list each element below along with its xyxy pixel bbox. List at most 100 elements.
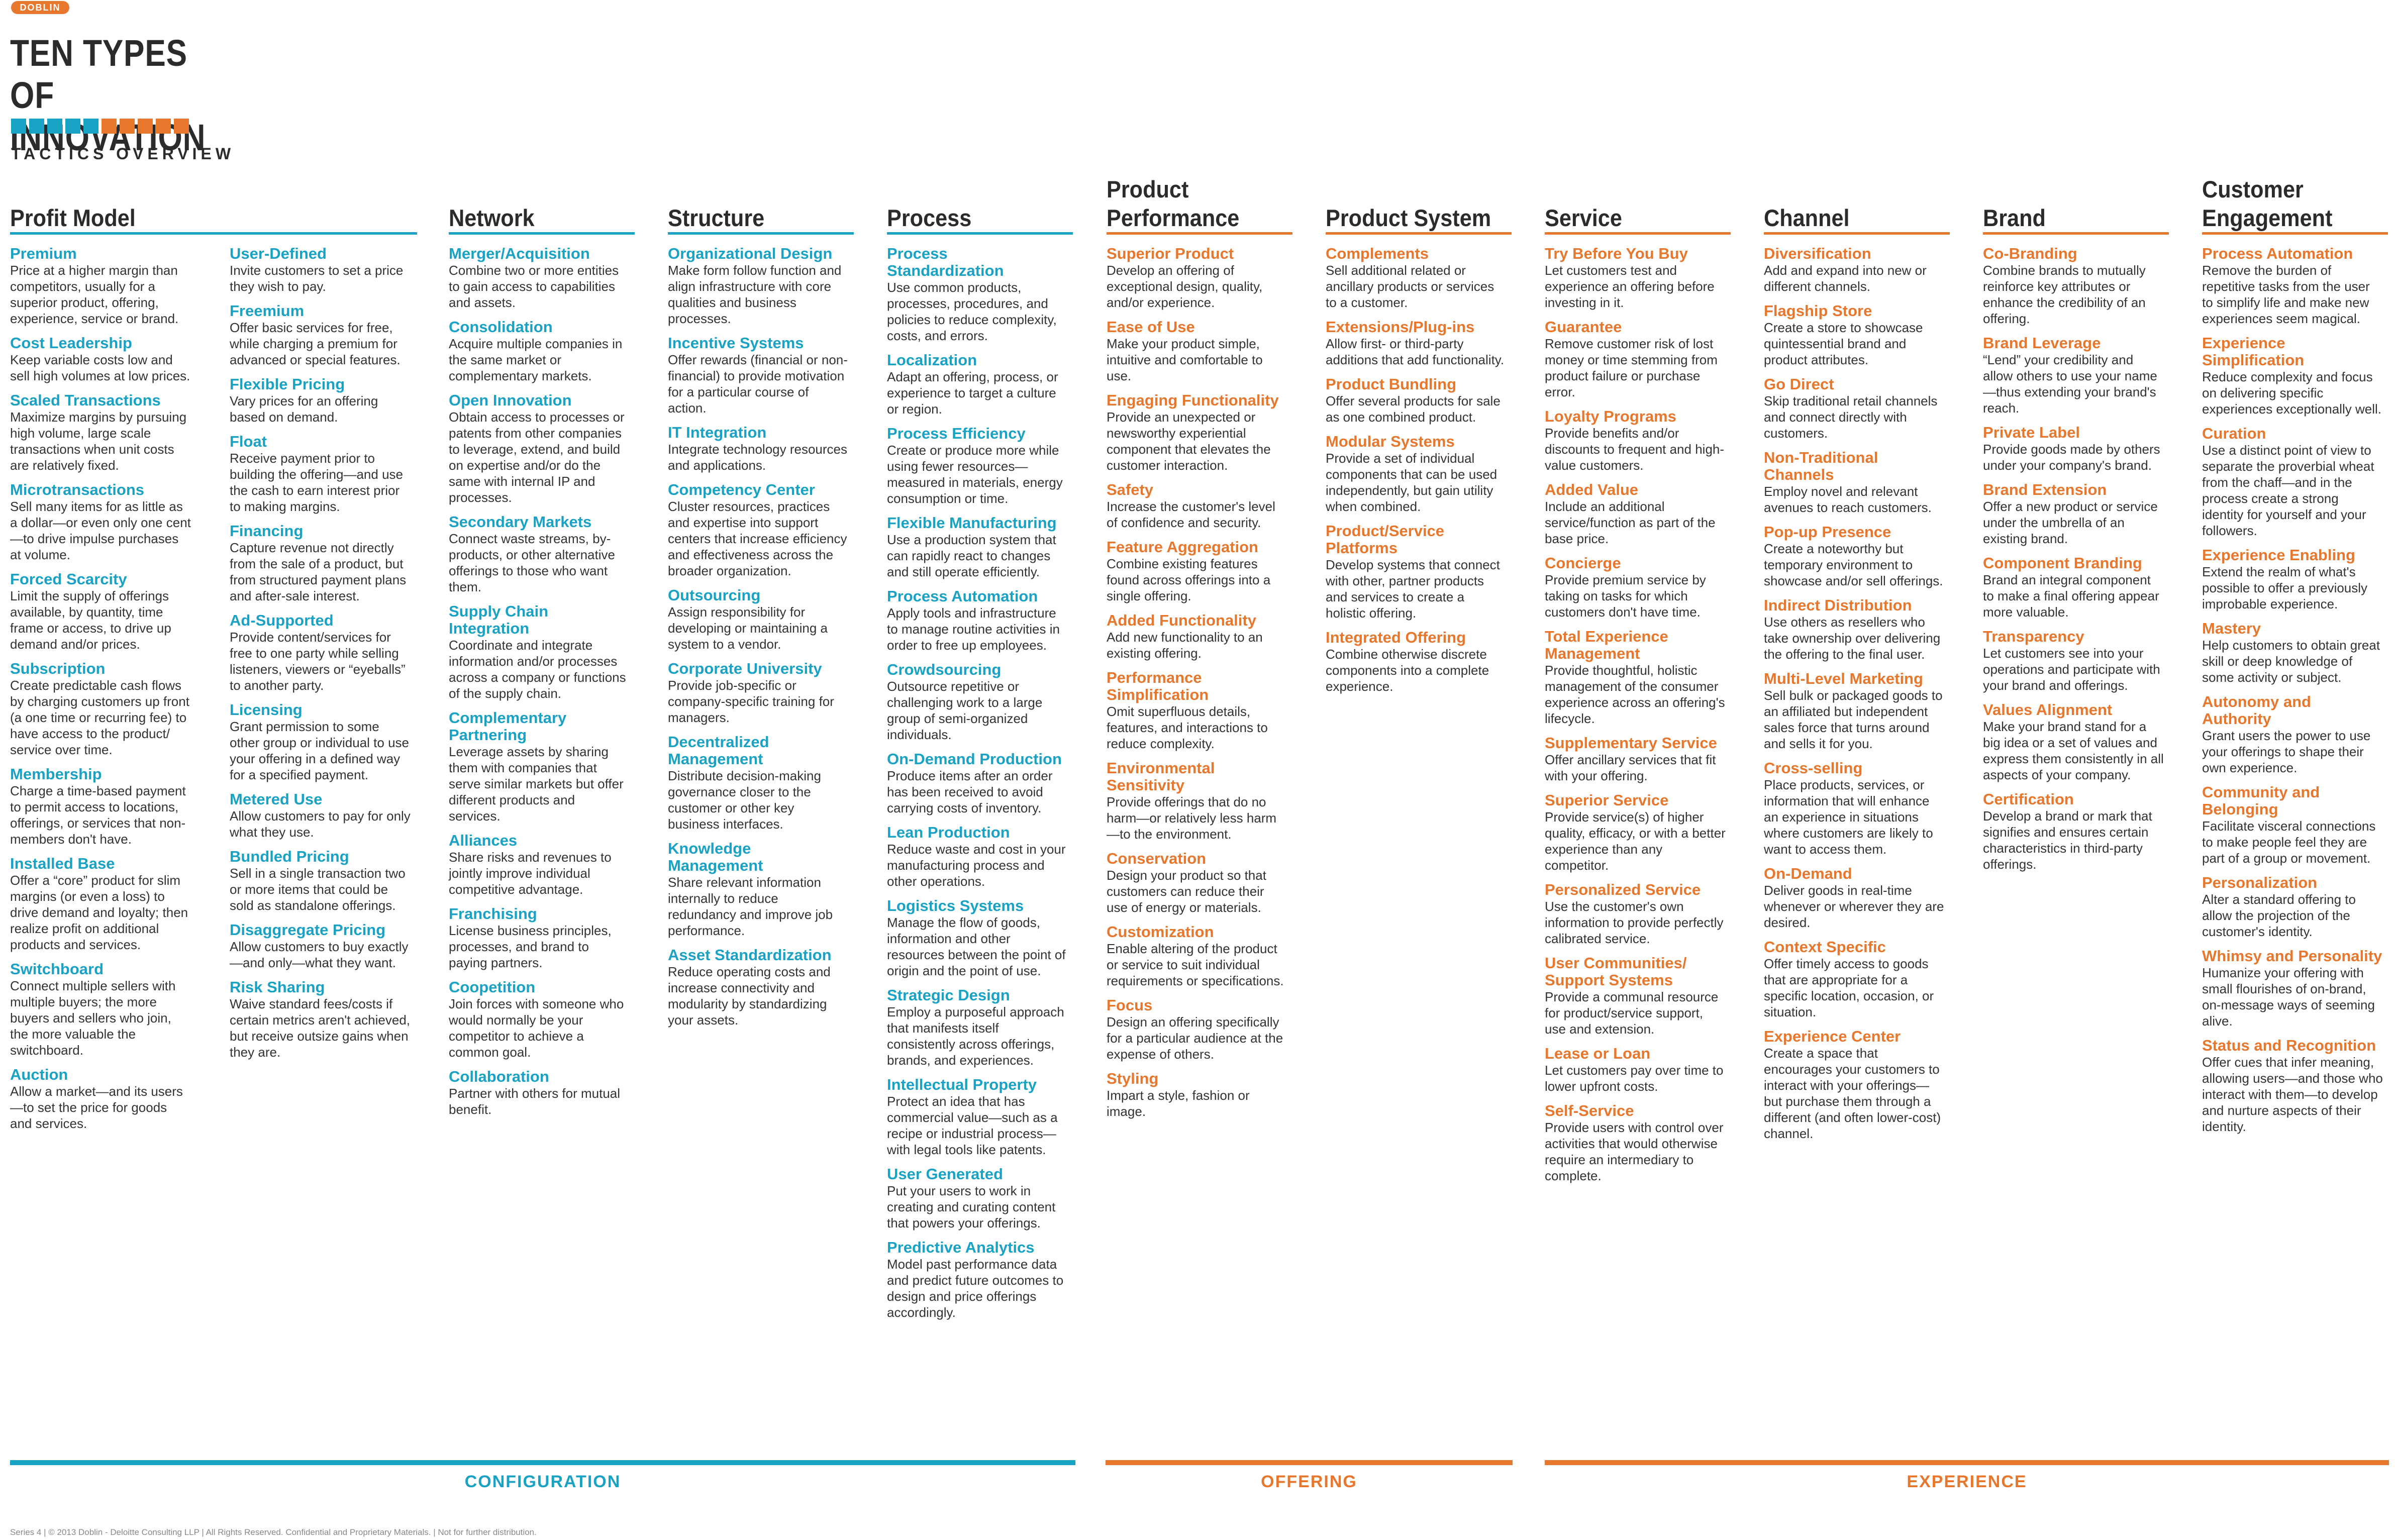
- tactic-description: Outsource repetitive or challenging work…: [887, 679, 1043, 742]
- tactic-column: Superior Product Develop an offering of e…: [1107, 245, 1287, 1127]
- tactic-description: Combine two or more entities to gain acc…: [449, 263, 619, 310]
- column-rule: [1764, 232, 1950, 235]
- tactic-item: Whimsy and Personality Humanize your offe…: [2202, 948, 2383, 1029]
- tactic-item: Licensing Grant permission to some other …: [230, 701, 411, 783]
- tactic-description: Brand an integral component to make a fi…: [1983, 572, 2159, 620]
- tactic-name: Knowledge Management: [668, 840, 763, 874]
- tactic-description: Share relevant information internally to…: [668, 875, 833, 938]
- tactic-description: Alter a standard offering to allow the p…: [2202, 892, 2356, 939]
- tactic-description: Allow customers to buy exactly—and only—…: [230, 939, 409, 970]
- tactic-description: Limit the supply of offerings available,…: [10, 588, 171, 652]
- tactic-item: Corporate University Provide job-specific…: [668, 660, 849, 726]
- tactic-item: Scaled Transactions Maximize margins by p…: [10, 392, 191, 473]
- tactic-name: Community and Belonging: [2202, 783, 2320, 818]
- tactic-name: Ad-Supported: [230, 611, 334, 629]
- tactic-item: Private Label Provide goods made by other…: [1983, 424, 2164, 473]
- tactic-name: Lease or Loan: [1545, 1045, 1651, 1062]
- tactic-item: Coopetition Join forces with someone who …: [449, 979, 630, 1060]
- column-rule: [2202, 232, 2388, 235]
- tactic-description: Let customers see into your operations a…: [1983, 646, 2160, 693]
- tactic-description: Share risks and revenues to jointly impr…: [449, 850, 612, 897]
- column-header: Customer Engagement: [2202, 176, 2333, 231]
- tactic-item: On-Demand Production Produce items after …: [887, 751, 1068, 816]
- tactic-item: Flexible Manufacturing Use a production s…: [887, 515, 1068, 580]
- tactic-name: Non-Traditional Channels: [1764, 449, 1878, 483]
- tactic-description: Add new functionality to an existing off…: [1107, 630, 1263, 661]
- tactic-item: Cross-selling Place products, services, o…: [1764, 760, 1945, 857]
- tactic-item: Indirect Distribution Use others as resel…: [1764, 597, 1945, 662]
- tactic-name: Total Experience Management: [1545, 628, 1668, 662]
- tactic-description: Create a noteworthy but temporary enviro…: [1764, 541, 1943, 588]
- tactic-item: Brand Extension Offer a new product or se…: [1983, 481, 2164, 547]
- tactic-description: Put your users to work in creating and c…: [887, 1183, 1056, 1230]
- tactic-description: Allow first- or third-party additions th…: [1326, 336, 1505, 367]
- tactic-name: Multi-Level Marketing: [1764, 670, 1923, 687]
- tactic-item: Consolidation Acquire multiple companies …: [449, 319, 630, 384]
- tactic-name: Personalized Service: [1545, 881, 1701, 898]
- tactic-description: Provide users with control over activiti…: [1545, 1120, 1724, 1183]
- tactic-name: On-Demand: [1764, 865, 1852, 882]
- tactic-name: Indirect Distribution: [1764, 596, 1912, 614]
- tactic-name: Microtransactions: [10, 481, 145, 498]
- tactic-name: Brand Leverage: [1983, 334, 2101, 352]
- tactic-name: Engaging Functionality: [1107, 391, 1279, 409]
- tactic-name: Consolidation: [449, 318, 553, 336]
- tactic-name: Asset Standardization: [668, 946, 832, 964]
- tactic-description: Provide content/services for free to one…: [230, 630, 406, 693]
- tactic-description: Design your product so that customers ca…: [1107, 868, 1266, 915]
- tactic-description: Allow customers to pay for only what the…: [230, 808, 411, 840]
- tactic-item: Guarantee Remove customer risk of lost mo…: [1545, 319, 1726, 400]
- tactic-name: Co-Branding: [1983, 245, 2077, 262]
- tactic-description: Sell bulk or packaged goods to an affili…: [1764, 688, 1943, 751]
- tactic-item: Total Experience Management Provide thoug…: [1545, 628, 1726, 727]
- tactic-description: Use common products, processes, procedur…: [887, 280, 1057, 343]
- tactic-name: Complements: [1326, 245, 1429, 262]
- tactic-item: Added Value Include an additional service…: [1545, 481, 1726, 547]
- tactic-name: Brand Extension: [1983, 481, 2107, 498]
- tactic-item: On-Demand Deliver goods in real-time when…: [1764, 865, 1945, 931]
- tactic-description: Provide offerings that do no harm—or rel…: [1107, 794, 1277, 842]
- tactic-description: Provide goods made by others under your …: [1983, 442, 2160, 473]
- tactic-description: Reduce waste and cost in your manufactur…: [887, 842, 1066, 889]
- tactic-column: Try Before You Buy Let customers test and…: [1545, 245, 1726, 1192]
- tactic-item: Community and Belonging Facilitate viscer…: [2202, 784, 2383, 866]
- tactic-item: Values Alignment Make your brand stand fo…: [1983, 701, 2164, 783]
- tactic-item: Loyalty Programs Provide benefits and/or …: [1545, 408, 1726, 473]
- tactic-description: Charge a time-based payment to permit ac…: [10, 783, 186, 847]
- tactic-name: Go Direct: [1764, 375, 1834, 393]
- color-bar-swatch: [11, 119, 26, 134]
- tactic-name: Styling: [1107, 1070, 1159, 1087]
- tactic-name: Localization: [887, 351, 977, 369]
- tactic-description: Use a production system that can rapidly…: [887, 532, 1056, 579]
- tactic-description: Offer timely access to goods that are ap…: [1764, 956, 1934, 1019]
- color-bar-swatch: [120, 119, 135, 134]
- tactic-name: Merger/Acquisition: [449, 245, 590, 262]
- tactic-description: Keep variable costs low and sell high vo…: [10, 352, 190, 383]
- tactic-name: Guarantee: [1545, 318, 1622, 336]
- tactic-item: Process Automation Apply tools and infras…: [887, 588, 1068, 653]
- tactic-description: Receive payment prior to building the of…: [230, 451, 403, 514]
- tactic-description: Acquire multiple companies in the same m…: [449, 336, 623, 383]
- tactic-description: Coordinate and integrate information and…: [449, 638, 626, 701]
- tactic-name: Safety: [1107, 481, 1154, 498]
- column-header: Network: [449, 204, 535, 231]
- tactic-name: Concierge: [1545, 554, 1621, 572]
- color-bar: [11, 119, 189, 134]
- column-header: Profit Model: [10, 204, 136, 231]
- tactic-description: Price at a higher margin than competitor…: [10, 263, 179, 326]
- tactic-item: Outsourcing Assign responsibility for dev…: [668, 587, 849, 652]
- tactic-name: Added Functionality: [1107, 611, 1256, 629]
- tactic-name: Collaboration: [449, 1068, 549, 1085]
- tactic-description: Design an offering specifically for a pa…: [1107, 1014, 1283, 1062]
- tactic-item: Financing Capture revenue not directly fr…: [230, 523, 411, 604]
- experience-rule: [1545, 1460, 2389, 1465]
- color-bar-swatch: [138, 119, 153, 134]
- tactic-name: Freemium: [230, 302, 305, 320]
- tactic-name: Context Specific: [1764, 938, 1886, 956]
- tactic-item: Engaging Functionality Provide an unexpec…: [1107, 392, 1287, 473]
- tactic-description: Deliver goods in real-time whenever or w…: [1764, 883, 1944, 930]
- tactic-description: Omit superfluous details, features, and …: [1107, 704, 1268, 751]
- tactic-item: Customization Enable altering of the prod…: [1107, 923, 1287, 989]
- tactic-item: Self-Service Provide users with control o…: [1545, 1102, 1726, 1184]
- tactic-description: Offer rewards (financial or non-financia…: [668, 352, 848, 416]
